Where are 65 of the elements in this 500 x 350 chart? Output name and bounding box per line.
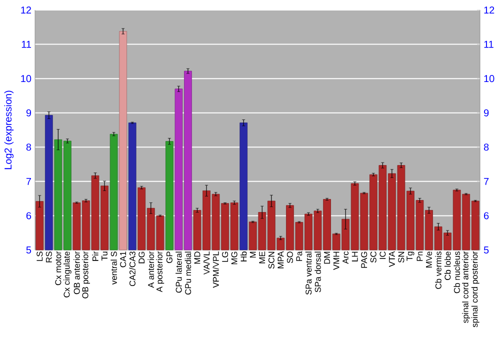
x-tick-label: VMH — [333, 252, 340, 270]
y-axis-title: Log2 (expression) — [4, 90, 14, 170]
x-tick-label: DG — [138, 252, 145, 264]
y-tick-label: 6 — [26, 212, 32, 220]
x-tick-label: LS — [36, 252, 43, 261]
x-tick-label: Pa — [296, 251, 302, 261]
x-tick-label: CA2/CA3 — [129, 252, 136, 286]
y2-tick-label: 10 — [484, 75, 494, 82]
x-tick-label: SC — [370, 252, 376, 263]
y-tick-label: 8 — [26, 144, 32, 151]
x-tick-label: MPA — [278, 251, 284, 268]
y2-tick-label: 12 — [484, 6, 494, 14]
y2-tick-label: 6 — [484, 212, 489, 220]
x-tick-label: GP — [166, 252, 172, 264]
y2-tick-label: 5 — [484, 246, 489, 254]
y2-tick-label: 11 — [484, 40, 494, 48]
y-tick-label: 7 — [26, 178, 31, 185]
x-tick-label: M — [250, 252, 256, 258]
x-tick-label: ME — [259, 252, 266, 264]
x-tick-label: Cb vermis — [435, 252, 442, 289]
x-tick-label: CA1 — [120, 252, 126, 268]
x-tick-label: CPu medial — [184, 252, 192, 295]
x-tick-label: OB posterior — [82, 251, 90, 298]
x-tick-label: Cb lobe — [444, 252, 451, 280]
x-tick-label: SO — [286, 252, 293, 264]
x-tick-label: Tg — [406, 252, 414, 261]
x-tick-label: LH — [352, 252, 358, 262]
y-tick-label: 5 — [26, 246, 32, 254]
x-tick-label: CPu lateral — [176, 252, 182, 293]
x-tick-label: MD — [194, 252, 200, 264]
y2-tick-label: 7 — [484, 178, 489, 185]
x-tick-label: Pir — [92, 251, 98, 261]
x-tick-label: Hb — [240, 252, 247, 262]
x-tick-label: OB anterior — [74, 251, 80, 294]
x-tick-label: Arc — [342, 251, 349, 264]
x-tick-label: MVe — [426, 252, 432, 268]
x-tick-label: SCN — [268, 252, 274, 269]
x-tick-label: SPa ventral — [305, 252, 312, 295]
x-tick-label: MG — [231, 252, 238, 264]
x-tick-label: SPa dorsal — [314, 252, 321, 292]
x-tick-label: DM — [324, 252, 330, 264]
x-tick-label: PAG — [361, 252, 368, 268]
y-tick-label: 11 — [22, 40, 31, 48]
y2-tick-label: 9 — [484, 109, 489, 116]
x-tick-label: Cb nucleus — [454, 252, 460, 294]
x-tick-label: VA/VL — [203, 251, 210, 275]
x-tick-label: RS — [46, 252, 52, 262]
y-tick-label: 10 — [21, 75, 32, 82]
x-tick-label: IC — [380, 252, 386, 259]
x-tick-label: spinal cord anterior — [462, 251, 470, 323]
y2-tick-label: 8 — [484, 144, 489, 151]
x-tick-label: Pn — [416, 252, 423, 261]
x-tick-label: LG — [222, 252, 228, 262]
x-tick-label: SN — [398, 252, 404, 263]
x-tick-label: Cx cingulate — [63, 252, 72, 298]
x-tick-label: A anterior — [148, 251, 154, 288]
y-tick-label: 9 — [26, 109, 32, 116]
x-tick-label: A posterior — [156, 251, 164, 292]
x-tick-label: spinal cord posterior — [471, 251, 480, 328]
x-tick-label: VTA — [389, 251, 395, 268]
x-tick-label: Tu — [102, 252, 108, 261]
x-tick-label: VPM/VPL — [212, 251, 219, 288]
y-tick-label: 12 — [21, 6, 31, 14]
x-tick-label: ventral S — [110, 252, 117, 285]
x-tick-label: Cx motor — [55, 251, 62, 286]
